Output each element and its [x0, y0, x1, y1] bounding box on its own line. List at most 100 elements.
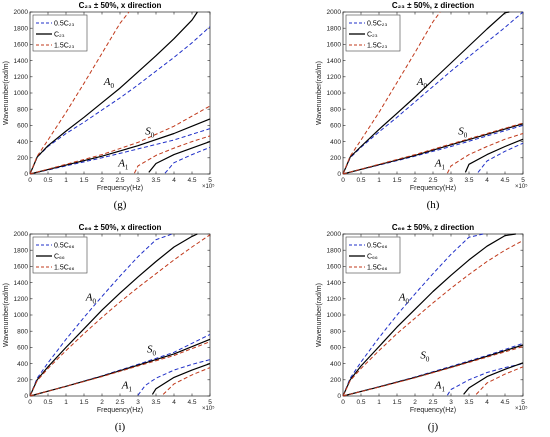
x-tick-label: 4 — [485, 177, 489, 184]
series-a0-base — [342, 11, 510, 175]
chart-panel-i: C₆₆ ± 50%, x direction 0 0.5 1 1.5 2 2.5 3 3.5 4 4… — [3, 223, 215, 433]
y-tick-label: 800 — [17, 328, 28, 335]
series-s0-base — [29, 338, 211, 397]
mode-letter: A — [434, 380, 442, 392]
mode-subscript: 0 — [111, 82, 115, 90]
y-tick-label: 200 — [330, 377, 341, 384]
mode-subscript: 1 — [125, 164, 129, 172]
mode-subscript: 0 — [153, 349, 157, 357]
y-tick-label: 1200 — [327, 74, 342, 81]
y-tick-label: 0 — [24, 171, 28, 178]
mode-subscript: 1 — [442, 164, 446, 172]
series-a1-high — [133, 135, 211, 174]
x-tick-label: 1.5 — [79, 177, 88, 184]
x-tick-label: 4.5 — [187, 177, 196, 184]
panel-label: (i) — [115, 421, 126, 433]
mode-label: A1 — [434, 380, 446, 394]
series-s0-high — [29, 341, 211, 397]
y-axis-label: Wavenumber(rad/m) — [316, 283, 323, 347]
mode-label: S0 — [145, 125, 155, 139]
x-tick-label: 3 — [449, 399, 453, 406]
y-tick-label: 600 — [17, 345, 28, 352]
y-tick-label: 800 — [330, 328, 341, 335]
y-tick-label: 1400 — [327, 280, 342, 287]
x-tick-label: 4.5 — [500, 177, 509, 184]
y-axis-label: Wavenumber(rad/m) — [3, 283, 10, 347]
y-tick-label: 1600 — [14, 264, 29, 271]
series-a1-low — [137, 359, 211, 396]
mode-letter: S — [147, 343, 153, 355]
x-tick-label: 1.5 — [392, 177, 401, 184]
y-tick-label: 1000 — [327, 312, 342, 319]
x-tick-label: 0.5 — [43, 177, 52, 184]
x-tick-label: 0 — [341, 177, 345, 184]
panel-label: (j) — [428, 421, 439, 433]
series-a0-high — [29, 11, 130, 175]
y-tick-label: 600 — [330, 345, 341, 352]
series-a0-high — [29, 234, 211, 397]
x-tick-label: 2.5 — [115, 177, 124, 184]
mode-subscript: 0 — [426, 356, 430, 364]
legend-label: 1.5C₆₆ — [54, 265, 75, 272]
y-tick-label: 1400 — [327, 58, 342, 65]
y-tick-label: 400 — [17, 361, 28, 368]
mode-letter: S — [458, 125, 464, 137]
y-tick-label: 200 — [17, 377, 28, 384]
series-a0-high — [342, 11, 441, 175]
mode-subscript: 1 — [442, 386, 446, 394]
series-a1-high — [475, 366, 524, 395]
series-a1-high — [446, 133, 524, 174]
legend-label: 0.5C₆₆ — [367, 243, 388, 250]
legend-label: 1.5C₆₆ — [367, 265, 388, 272]
x-tick-label: 4 — [485, 399, 489, 406]
x-tick-label: 2.5 — [428, 177, 437, 184]
x-tick-label: 1 — [377, 399, 381, 406]
x-tick-label: 0 — [28, 177, 32, 184]
mode-letter: A — [416, 76, 424, 88]
legend-label: C₂₃ — [367, 32, 378, 39]
mode-letter: A — [85, 291, 93, 303]
x-tick-label: 5 — [521, 177, 525, 184]
y-tick-label: 1600 — [14, 42, 29, 49]
mode-subscript: 0 — [464, 131, 468, 139]
x-tick-label: 4.5 — [187, 399, 196, 406]
y-tick-label: 1200 — [14, 74, 29, 81]
y-tick-label: 1400 — [14, 58, 29, 65]
x-tick-label: 1.5 — [392, 399, 401, 406]
mode-letter: S — [145, 125, 151, 137]
x-tick-label: 4.5 — [500, 399, 509, 406]
x-tick-label: 2 — [413, 399, 417, 406]
x-tick-label: 2.5 — [428, 399, 437, 406]
y-tick-label: 1800 — [14, 25, 29, 32]
legend-label: 1.5C₂₃ — [54, 43, 75, 50]
series-a1-base — [463, 362, 524, 395]
chart-panel-g: C₂₃ ± 50%, x direction 0 0.5 1 1.5 2 2.5 3 3.5 4 4… — [3, 1, 215, 211]
mode-letter: A — [434, 158, 442, 170]
x-tick-label: 3 — [136, 399, 140, 406]
mode-subscript: 0 — [424, 82, 428, 90]
series-a1-low — [477, 142, 524, 173]
y-tick-label: 2000 — [327, 231, 342, 238]
series-a0-low — [29, 233, 173, 397]
x-tick-label: 4 — [172, 177, 176, 184]
x-tick-label: 2 — [100, 399, 104, 406]
y-tick-label: 0 — [24, 393, 28, 400]
y-tick-label: 2000 — [14, 9, 29, 16]
series-s0-base — [342, 123, 524, 175]
x-tick-label: 3.5 — [151, 177, 160, 184]
y-tick-label: 1600 — [327, 264, 342, 271]
panel-label: (g) — [114, 199, 127, 211]
mode-label: A0 — [416, 76, 428, 90]
y-axis-label: Wavenumber(rad/m) — [3, 61, 10, 125]
series-a0-base — [29, 233, 198, 397]
y-tick-label: 1200 — [14, 296, 29, 303]
y-tick-label: 800 — [330, 106, 341, 113]
x-tick-label: 3.5 — [464, 399, 473, 406]
y-tick-label: 800 — [17, 106, 28, 113]
chart-title: C₂₃ ± 50%, z direction — [392, 1, 474, 10]
x-tick-label: 0.5 — [43, 399, 52, 406]
y-tick-label: 400 — [330, 361, 341, 368]
series-a0-low — [342, 233, 484, 397]
y-tick-label: 1200 — [327, 296, 342, 303]
y-tick-label: 400 — [330, 139, 341, 146]
